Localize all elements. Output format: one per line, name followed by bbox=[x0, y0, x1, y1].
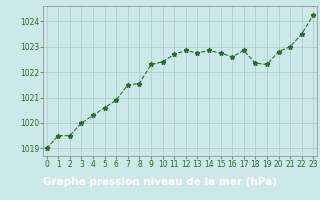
Text: Graphe pression niveau de la mer (hPa): Graphe pression niveau de la mer (hPa) bbox=[43, 177, 277, 187]
